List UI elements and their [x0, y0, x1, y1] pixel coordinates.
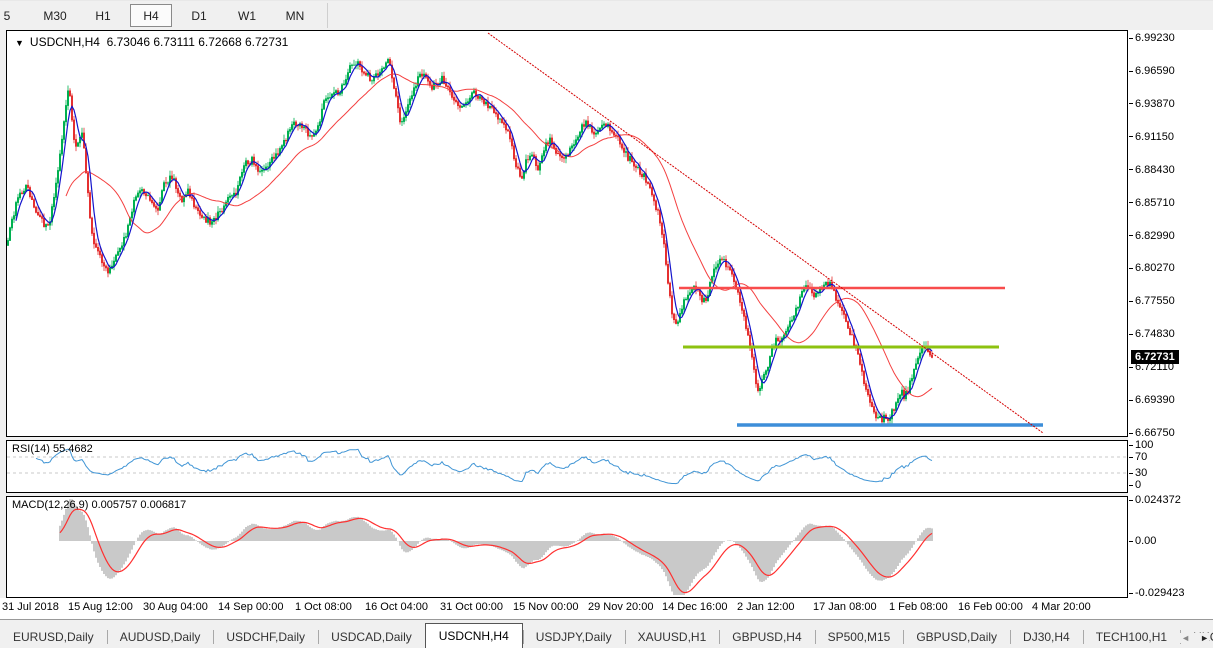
indicator-tick-label: 0.00 — [1129, 535, 1156, 547]
date-tick-label: 2 Jan 12:00 — [737, 601, 795, 613]
date-tick-label: 17 Jan 08:00 — [813, 601, 877, 613]
macd-label: MACD(12,26,9) 0.005757 0.006817 — [12, 499, 187, 511]
timeframe-button-5[interactable]: 5 — [3, 8, 11, 23]
date-tick-label: 15 Nov 00:00 — [513, 601, 579, 613]
indicator-tick-label: 0 — [1129, 479, 1141, 491]
chart-tab-gbpusd-daily[interactable]: GBPUSD,Daily — [903, 626, 1010, 648]
rsi-chart — [7, 448, 1127, 485]
price-tick-label: 6.88430 — [1129, 164, 1175, 176]
chart-tab-eurusd-daily[interactable]: EURUSD,Daily — [13, 630, 94, 644]
chart-tab-gbpusd-h4[interactable]: GBPUSD,H4 — [719, 626, 814, 648]
timeframe-button-mn[interactable]: MN — [285, 8, 305, 23]
date-tick-label: 31 Jul 2018 — [2, 601, 59, 613]
price-tick-label: 6.99230 — [1129, 32, 1175, 44]
date-tick-label: 14 Sep 00:00 — [218, 601, 284, 613]
indicator-tick-label: 70 — [1129, 451, 1147, 463]
rsi-label: RSI(14) 55.4682 — [12, 443, 93, 455]
price-tick-label: 6.91150 — [1129, 131, 1174, 143]
date-tick-label: 31 Oct 00:00 — [440, 601, 503, 613]
date-tick-label: 4 Mar 20:00 — [1032, 601, 1091, 613]
chart-tab-usdcad-daily[interactable]: USDCAD,Daily — [318, 626, 425, 648]
indicator-tick-label: 100 — [1129, 439, 1153, 451]
chart-symbol-timeframe: USDCNH,H4 — [29, 35, 100, 49]
date-tick-label: 15 Aug 12:00 — [68, 601, 133, 613]
chart-tab-usdcnh-h4[interactable]: USDCNH,H4 — [424, 623, 523, 648]
timeframe-button-m30[interactable]: M30 — [43, 8, 67, 23]
chart-dropdown-icon[interactable]: ▼ — [15, 38, 24, 48]
price-tick-label: 6.93870 — [1129, 98, 1175, 110]
price-tick-label: 6.77550 — [1129, 295, 1175, 307]
timeframe-toolbar: 5 M30 H1 H4 D1 W1 MN — [0, 0, 1213, 30]
date-tick-label: 16 Oct 04:00 — [365, 601, 428, 613]
rsi-indicator-panel[interactable]: RSI(14) 55.4682 — [6, 440, 1128, 493]
date-tick-label: 1 Oct 08:00 — [295, 601, 352, 613]
chart-tab-audusd-daily[interactable]: AUDUSD,Daily — [106, 626, 214, 648]
chart-tab-dj30-h4[interactable]: DJ30,H4 — [1010, 626, 1083, 648]
date-tick-label: 16 Feb 00:00 — [958, 601, 1023, 613]
chart-tab-usdjpy-daily[interactable]: USDJPY,Daily — [522, 626, 625, 648]
chart-tab-xauusd-h1[interactable]: XAUUSD,H1 — [624, 626, 720, 648]
chart-tabbar: EURUSD,Daily AUDUSD,Daily USDCHF,Daily USDC… — [0, 619, 1213, 648]
tab-scroll-left-icon[interactable]: ◄ — [1181, 633, 1191, 643]
macd-chart — [59, 499, 933, 595]
price-tick-label: 6.72110 — [1129, 361, 1174, 373]
indicator-tick-label: 30 — [1129, 467, 1147, 479]
date-tick-label: 14 Dec 16:00 — [662, 601, 728, 613]
time-axis: 31 Jul 2018 15 Aug 12:00 30 Aug 04:00 14 Se… — [0, 598, 1213, 619]
tab-scroll-right-icon[interactable]: ► — [1200, 633, 1209, 643]
price-tick-label: 6.69390 — [1129, 394, 1175, 406]
price-tick-label: 6.85710 — [1129, 197, 1175, 209]
price-tick-label: 6.66750 — [1129, 427, 1175, 439]
date-tick-label: 1 Feb 08:00 — [889, 601, 948, 613]
date-tick-label: 30 Aug 04:00 — [143, 601, 208, 613]
price-tick-label: 6.96590 — [1129, 65, 1175, 77]
timeframe-button-h1[interactable]: H1 — [95, 8, 111, 23]
chart-ohlc-values: 6.73046 6.73111 6.72668 6.72731 — [106, 35, 289, 49]
price-tick-label: 6.82990 — [1129, 230, 1175, 242]
candlestick-chart[interactable] — [7, 31, 1127, 436]
current-price-tag: 6.72731 — [1131, 350, 1179, 364]
chart-tab-sp500-m15[interactable]: SP500,M15 — [814, 626, 904, 648]
price-tick-label: 6.80270 — [1129, 262, 1175, 274]
timeframe-button-d1[interactable]: D1 — [191, 8, 207, 23]
main-chart-panel[interactable]: ▼ USDCNH,H4 6.73046 6.73111 6.72668 6.727… — [6, 30, 1128, 437]
chart-title: ▼ USDCNH,H4 6.73046 6.73111 6.72668 6.727… — [15, 35, 288, 49]
toolbar-separator — [327, 3, 328, 28]
price-axis: 6.72731 6.99230 6.96590 6.93870 6.91150 6.88… — [1128, 30, 1213, 599]
price-tick-label: 6.74830 — [1129, 328, 1175, 340]
indicator-tick-label: 0.024372 — [1129, 494, 1181, 506]
tab-scroll-controls: ◄ ► — [1175, 633, 1209, 643]
macd-indicator-panel[interactable]: MACD(12,26,9) 0.005757 0.006817 — [6, 496, 1128, 598]
chart-tab-usdchf-daily[interactable]: USDCHF,Daily — [213, 626, 318, 648]
timeframe-button-h4[interactable]: H4 — [130, 4, 172, 27]
indicator-tick-label: -0.029423 — [1129, 587, 1185, 599]
timeframe-button-w1[interactable]: W1 — [238, 8, 256, 23]
chart-tab-tech100-h1[interactable]: TECH100,H1 — [1082, 626, 1180, 648]
date-tick-label: 29 Nov 20:00 — [588, 601, 654, 613]
